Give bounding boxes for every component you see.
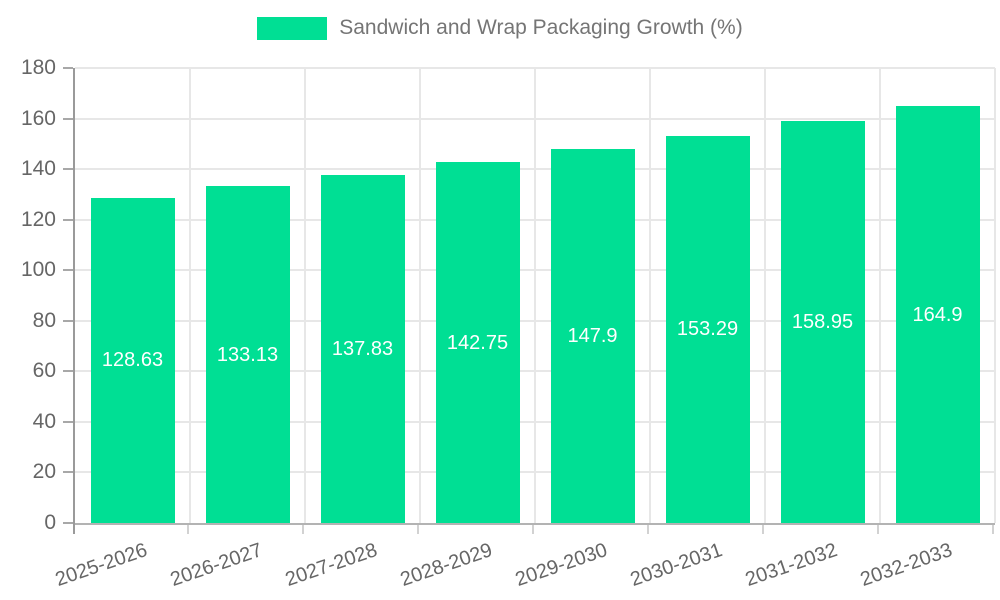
x-axis-label: 2031-2032 bbox=[742, 539, 840, 591]
x-axis-tick bbox=[877, 525, 879, 534]
y-axis-tick bbox=[63, 319, 73, 322]
y-axis-tick bbox=[63, 117, 73, 120]
y-axis-label: 180 bbox=[20, 56, 56, 79]
x-axis-label: 2029-2030 bbox=[512, 539, 610, 591]
x-axis-label: 2026-2027 bbox=[167, 539, 265, 591]
y-axis-label: 160 bbox=[20, 106, 56, 130]
x-gridline bbox=[419, 68, 421, 523]
y-axis-label: 40 bbox=[32, 409, 56, 433]
y-axis-tick bbox=[63, 522, 73, 524]
x-axis-tick bbox=[532, 525, 534, 534]
x-axis-label: 2030-2031 bbox=[627, 539, 725, 591]
legend: Sandwich and Wrap Packaging Growth (%) bbox=[0, 16, 1000, 40]
plot-area: 128.63 133.13 137.83 142.75 147.9 153.29 158.9… bbox=[73, 67, 996, 525]
bar[interactable] bbox=[90, 197, 175, 523]
y-axis-label: 20 bbox=[32, 460, 56, 484]
x-gridline bbox=[649, 68, 651, 523]
x-axis-tick bbox=[992, 525, 994, 534]
x-axis-label: 2027-2028 bbox=[282, 539, 380, 591]
x-gridline bbox=[764, 68, 766, 523]
x-gridline bbox=[189, 68, 191, 523]
x-axis-label: 2025-2026 bbox=[52, 539, 150, 591]
legend-item[interactable]: Sandwich and Wrap Packaging Growth (%) bbox=[257, 16, 743, 40]
y-axis-label: 0 bbox=[44, 511, 56, 534]
y-axis-tick bbox=[63, 420, 73, 423]
bar[interactable] bbox=[895, 106, 980, 523]
y-axis-label: 120 bbox=[20, 207, 56, 231]
x-axis-tick bbox=[417, 525, 419, 534]
y-axis-tick bbox=[63, 67, 73, 69]
x-gridline bbox=[304, 68, 306, 523]
y-axis-tick bbox=[63, 471, 73, 474]
x-gridline bbox=[994, 68, 996, 523]
legend-swatch-icon bbox=[257, 16, 328, 40]
y-axis-label: 60 bbox=[32, 359, 56, 383]
y-axis-label: 80 bbox=[32, 308, 56, 332]
bar[interactable] bbox=[205, 186, 290, 523]
x-gridline bbox=[534, 68, 536, 523]
bar[interactable] bbox=[435, 162, 520, 523]
x-axis-label: 2028-2029 bbox=[397, 539, 495, 591]
x-axis-tick bbox=[302, 525, 304, 534]
y-axis-tick bbox=[63, 218, 73, 221]
bar[interactable] bbox=[320, 174, 405, 523]
x-axis-label: 2032-2033 bbox=[857, 539, 955, 591]
bar[interactable] bbox=[665, 135, 750, 523]
x-axis-tick bbox=[647, 525, 649, 534]
legend-label: Sandwich and Wrap Packaging Growth (%) bbox=[339, 16, 743, 39]
x-gridline bbox=[879, 68, 881, 523]
bar[interactable] bbox=[550, 149, 635, 523]
y-axis-tick bbox=[63, 269, 73, 272]
y-axis-tick bbox=[63, 168, 73, 171]
y-axis-label: 140 bbox=[20, 157, 56, 181]
y-axis-line-extension bbox=[73, 523, 75, 534]
y-axis-tick bbox=[63, 370, 73, 373]
x-axis-tick bbox=[762, 525, 764, 534]
y-axis-label: 100 bbox=[20, 258, 56, 282]
bar[interactable] bbox=[780, 121, 865, 523]
x-axis-tick bbox=[187, 525, 189, 534]
